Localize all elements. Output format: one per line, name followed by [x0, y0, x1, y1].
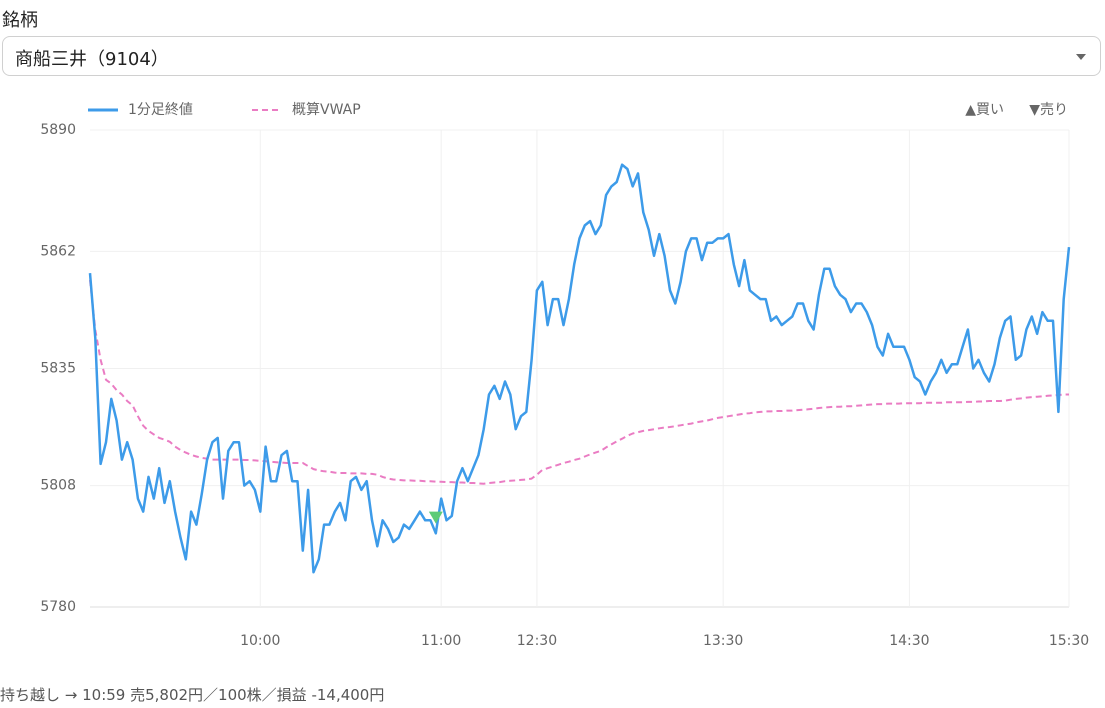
- chart: 5780 5808 5835 5862 5890 10:00 11:00 12:30 13:30…: [40, 102, 1089, 649]
- stock-select[interactable]: 商船三井（9104）: [2, 36, 1101, 76]
- trade-marker: [428, 511, 443, 524]
- series-line: [89, 279, 1069, 485]
- x-tick-label: 13:30: [703, 633, 743, 649]
- legend-label[interactable]: ▲買い: [965, 102, 1004, 118]
- y-tick-label: 5835: [40, 361, 76, 377]
- field-label: 銘柄: [2, 10, 38, 31]
- x-tick-label: 14:30: [889, 633, 929, 649]
- x-tick-label: 11:00: [421, 633, 461, 649]
- x-tick-label: 10:00: [240, 633, 280, 649]
- y-tick-label: 5890: [40, 122, 76, 138]
- y-tick-label: 5780: [40, 599, 76, 615]
- y-tick-label: 5808: [40, 478, 76, 494]
- dropdown-arrow: [1076, 54, 1086, 60]
- x-tick-label: 15:30: [1049, 633, 1089, 649]
- select-value: 商船三井（9104）: [15, 49, 169, 70]
- y-tick-label: 5862: [40, 243, 76, 259]
- legend-label[interactable]: 概算VWAP: [292, 102, 361, 118]
- legend-label[interactable]: 1分足終値: [128, 102, 193, 118]
- footer-note: 持ち越し → 10:59 売5,802円／100株／損益 -14,400円: [0, 686, 385, 704]
- series-line: [88, 163, 1071, 574]
- legend-label[interactable]: ▼売り: [1029, 102, 1068, 118]
- x-tick-label: 12:30: [517, 633, 557, 649]
